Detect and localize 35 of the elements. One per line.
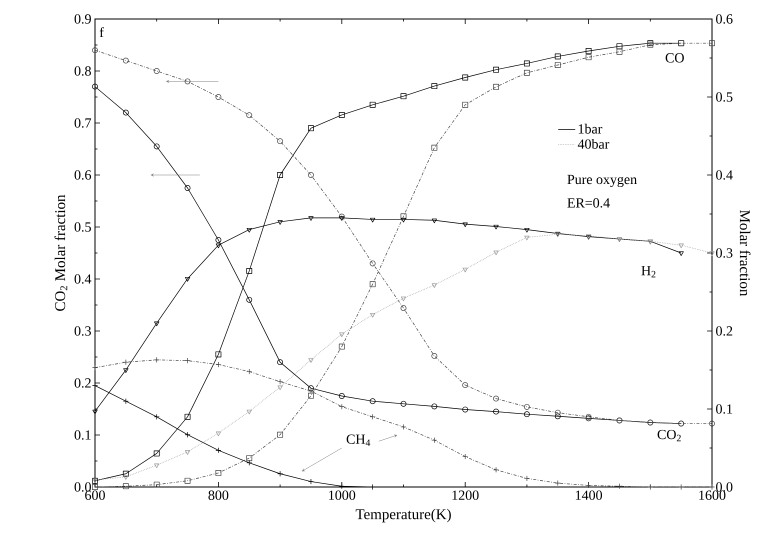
y-tick-label: 0.4 [74, 274, 92, 284]
y-axis-title: CO$_{2}$ Molar fraction [54, 194, 68, 311]
y-tick-label: 0.3 [74, 326, 91, 336]
legend-label: 1bar [578, 124, 602, 134]
annotation: f [100, 27, 104, 38]
y2-axis-title: Molar fraction [740, 210, 750, 296]
y-tick-label: 0.5 [74, 222, 91, 232]
annotation: Pure oxygen [567, 174, 637, 188]
y-tick-label: 0.7 [74, 118, 92, 128]
x-tick-label: 600 [85, 490, 105, 500]
x-tick-label: 1200 [452, 490, 479, 500]
annotation: ER=0.4 [567, 198, 610, 208]
y-tick-label: 0.1 [74, 430, 91, 440]
y-tick-label: 0.9 [74, 14, 91, 24]
y2-tick-label: 0.1 [716, 404, 732, 414]
y2-tick-label: 0.6 [716, 14, 733, 24]
y2-tick-label: 0.0 [716, 482, 732, 492]
annotation: CH$_{4}$ [346, 434, 370, 446]
y2-tick-label: 0.5 [716, 92, 732, 102]
y-tick-label: 0.2 [74, 378, 91, 388]
annotation: H$_{2}$ [641, 266, 656, 278]
y2-tick-label: 0.2 [716, 326, 732, 336]
legend-label: 40bar [578, 138, 610, 149]
annotation: CO$_{2}$ [658, 430, 681, 442]
x-tick-label: 1400 [576, 490, 602, 500]
y-tick-label: 0.8 [74, 66, 91, 76]
x-tick-label: 1600 [699, 490, 726, 500]
x-axis-title: Temperature(K) [356, 508, 451, 522]
y-tick-label: 0.6 [74, 170, 92, 180]
x-tick-label: 1000 [329, 490, 356, 500]
y-tick-label: 0.0 [74, 482, 91, 492]
x-tick-label: 800 [208, 490, 228, 500]
y2-tick-label: 0.3 [716, 248, 732, 258]
y2-tick-label: 0.4 [716, 170, 733, 180]
annotation: CO [666, 53, 684, 63]
